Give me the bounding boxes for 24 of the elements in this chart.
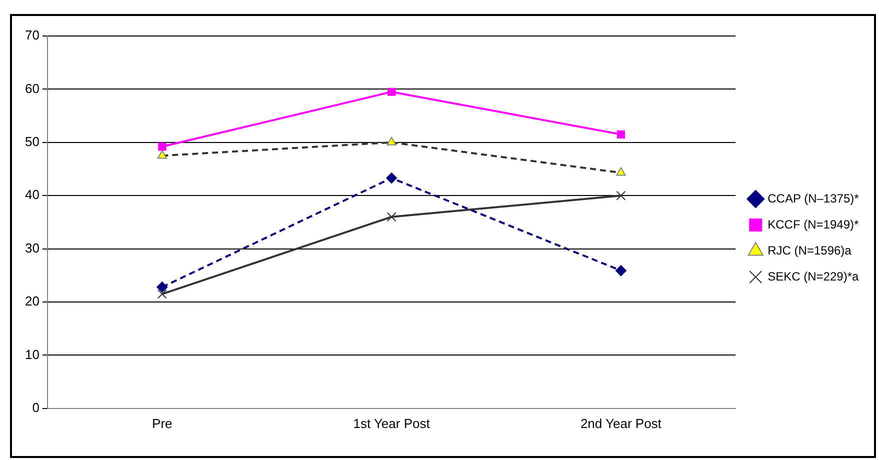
y-tick-label: 20 [24, 294, 40, 309]
legend-label: RJC (N=1596)a [768, 243, 852, 258]
y-tick-label: 40 [24, 187, 40, 202]
point [616, 190, 626, 200]
y-tick-label: 10 [24, 346, 40, 362]
point [615, 265, 626, 276]
x-tick-label: 1st Year Post [353, 416, 430, 431]
point [158, 142, 166, 151]
point [386, 212, 396, 222]
y-tick-label: 60 [24, 80, 40, 96]
point [388, 88, 396, 96]
y-tick-label: 70 [24, 28, 40, 43]
point [157, 289, 167, 299]
point [386, 172, 398, 184]
x-tick-label: Pre [152, 416, 172, 431]
point [616, 130, 625, 138]
point [156, 282, 168, 293]
x-tick-label: 2nd Year Post [580, 416, 662, 431]
legend-label: KCCF (N=1949)* [768, 217, 859, 232]
y-tick-label: 30 [24, 240, 40, 256]
y-tick-label: 50 [24, 134, 40, 149]
legend-label: CCAP (N–1375)* [768, 191, 860, 206]
y-tick-label: 0 [32, 400, 40, 415]
legend-label: SEKC (N=229)*a [768, 269, 859, 284]
